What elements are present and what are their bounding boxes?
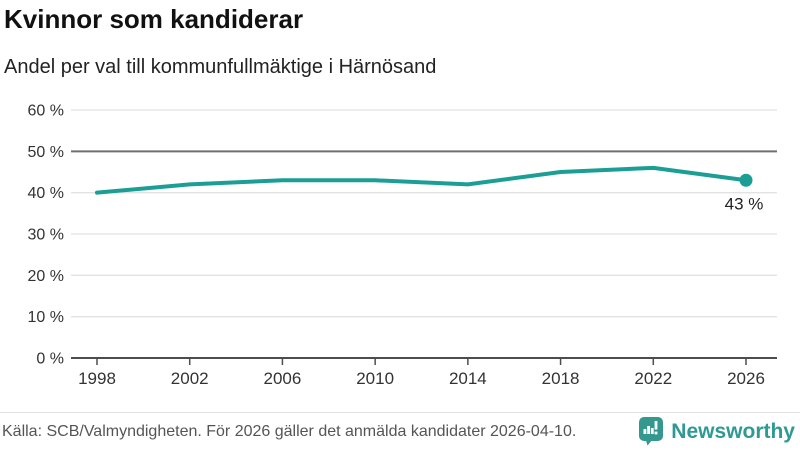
y-tick-label: 10 % [28, 309, 64, 326]
x-tick-label: 1998 [78, 369, 116, 388]
chart-line [95, 165, 748, 195]
y-tick-label: 40 % [28, 185, 64, 202]
x-tick-label: 2018 [542, 369, 580, 388]
x-tick-label: 2010 [356, 369, 394, 388]
newsworthy-logo: Newsworthy [638, 417, 800, 446]
bar-chart-speech-bubble-icon [639, 417, 664, 446]
x-tick-label: 2026 [727, 369, 765, 388]
chart-endpoint-dot [739, 173, 753, 187]
x-tick-label: 2022 [634, 369, 672, 388]
y-tick-label: 60 % [28, 103, 64, 120]
footer: Källa: SCB/Valmyndigheten. För 2026 gäll… [0, 412, 800, 450]
x-tick-label: 2006 [264, 369, 302, 388]
page-title: Kvinnor som kandiderar [4, 4, 304, 34]
y-tick-label: 20 % [28, 268, 64, 285]
x-tick-label: 2002 [171, 369, 209, 388]
page-subtitle: Andel per val till kommunfullmäktige i H… [4, 56, 437, 78]
brand-name: Newsworthy [671, 419, 795, 443]
y-tick-label: 30 % [28, 227, 64, 244]
y-tick-label: 50 % [28, 144, 64, 161]
x-tick-label: 2014 [449, 369, 487, 388]
line-chart: 0 % 10 % 20 % 30 % 40 % 50 % 60 % 1998 2002 2006 2… [28, 103, 777, 388]
endpoint-value-label: 43 % [725, 194, 764, 213]
source-note: Källa: SCB/Valmyndigheten. För 2026 gäll… [2, 422, 577, 440]
y-tick-label: 0 % [36, 351, 64, 368]
